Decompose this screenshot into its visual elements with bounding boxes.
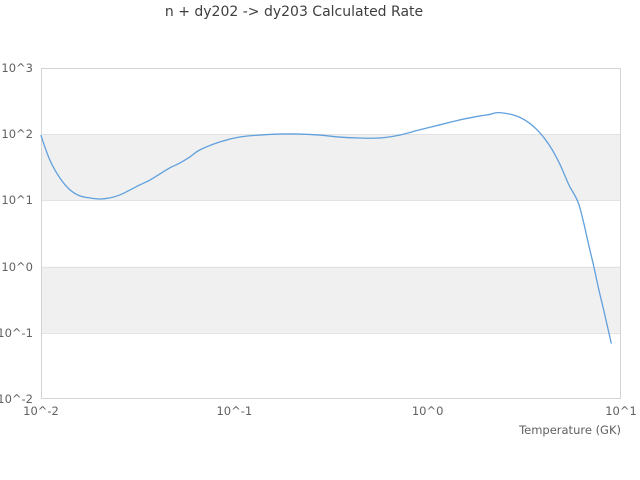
- x-tick-label: 10^1: [605, 404, 637, 418]
- x-tick-label: 10^0: [411, 404, 444, 418]
- y-tick-label: 10^3: [1, 61, 33, 75]
- plot-border: [41, 68, 621, 399]
- y-tick-label: 10^-1: [0, 325, 33, 340]
- y-tick-label: 10^2: [1, 127, 33, 142]
- x-tick-label: 10^-1: [216, 404, 253, 418]
- y-tick-label: 10^-2: [0, 392, 33, 406]
- rate-curve: [40, 111, 612, 344]
- y-tick-label: 10^1: [1, 193, 33, 208]
- x-axis-title: Temperature (GK): [519, 423, 621, 437]
- y-tick-label: 10^0: [1, 259, 33, 274]
- decade-band: [41, 266, 621, 333]
- x-tick-label: 10^-2: [23, 404, 59, 418]
- chart-title: n + dy202 -> dy203 Calculated Rate: [164, 4, 424, 20]
- decade-band: [41, 134, 621, 201]
